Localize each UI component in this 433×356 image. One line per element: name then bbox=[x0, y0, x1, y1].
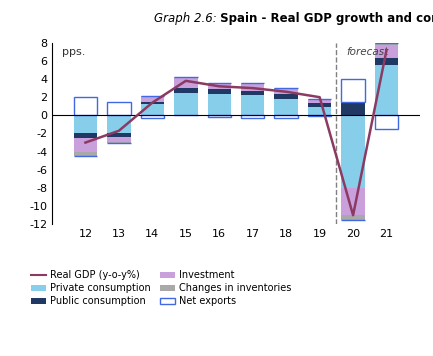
Bar bbox=[341, 188, 365, 215]
Bar bbox=[207, 115, 231, 117]
Bar bbox=[207, 89, 231, 94]
Bar bbox=[308, 99, 331, 103]
Text: pps.: pps. bbox=[62, 47, 85, 57]
Bar bbox=[141, 104, 164, 115]
Bar bbox=[107, 115, 131, 134]
Text: forecast: forecast bbox=[346, 47, 389, 57]
Bar bbox=[174, 78, 197, 88]
Bar bbox=[308, 103, 331, 107]
Bar bbox=[241, 84, 265, 91]
Bar bbox=[74, 97, 97, 115]
Bar bbox=[141, 96, 164, 97]
Bar bbox=[375, 66, 398, 115]
Bar bbox=[341, 79, 365, 102]
Bar bbox=[141, 102, 164, 104]
Bar bbox=[375, 115, 398, 129]
Bar bbox=[107, 134, 131, 137]
Bar bbox=[375, 43, 398, 44]
Bar bbox=[375, 58, 398, 66]
Bar bbox=[207, 94, 231, 115]
Bar bbox=[241, 95, 265, 115]
Bar bbox=[107, 102, 131, 115]
Bar bbox=[241, 115, 265, 118]
Bar bbox=[74, 152, 97, 156]
Bar bbox=[107, 137, 131, 142]
Bar bbox=[141, 97, 164, 102]
Bar bbox=[275, 89, 298, 94]
Legend: Real GDP (y-o-y%), Private consumption, Public consumption, Investment, Changes : Real GDP (y-o-y%), Private consumption, … bbox=[27, 267, 295, 310]
Bar bbox=[341, 102, 365, 115]
Bar bbox=[308, 115, 331, 116]
Bar bbox=[275, 99, 298, 115]
Bar bbox=[375, 44, 398, 58]
Text: Graph 2.6:: Graph 2.6: bbox=[154, 12, 216, 26]
Bar bbox=[275, 115, 298, 118]
Bar bbox=[74, 134, 97, 138]
Bar bbox=[341, 115, 365, 188]
Bar bbox=[241, 83, 265, 84]
Text: Spain - Real GDP growth and contributions: Spain - Real GDP growth and contribution… bbox=[216, 12, 433, 26]
Bar bbox=[308, 107, 331, 115]
Bar bbox=[275, 88, 298, 89]
Bar bbox=[174, 88, 197, 93]
Bar bbox=[341, 215, 365, 220]
Bar bbox=[74, 138, 97, 152]
Bar bbox=[174, 93, 197, 115]
Bar bbox=[241, 91, 265, 95]
Bar bbox=[275, 94, 298, 99]
Bar bbox=[174, 77, 197, 78]
Bar bbox=[207, 83, 231, 89]
Bar bbox=[74, 115, 97, 134]
Bar bbox=[141, 115, 164, 118]
